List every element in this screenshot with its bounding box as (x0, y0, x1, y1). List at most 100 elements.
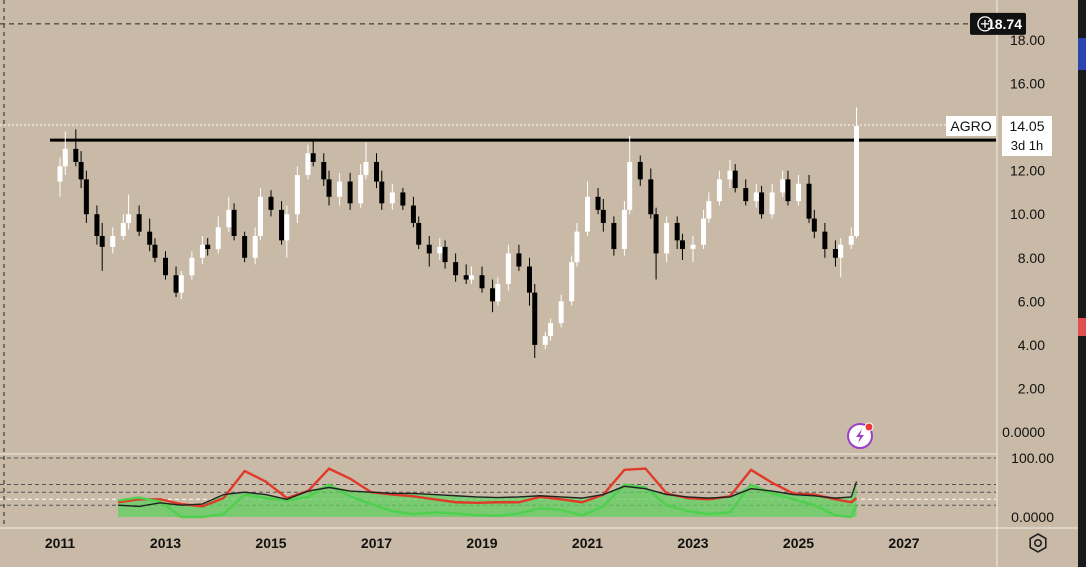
candle (78, 151, 84, 189)
candle (532, 283, 538, 358)
candle (379, 170, 385, 210)
candle (347, 172, 353, 210)
symbol-price-tag[interactable]: AGRO 14.05 3d 1h (946, 116, 1052, 157)
candle-body (505, 253, 511, 284)
candle (205, 238, 211, 256)
candle-body (337, 181, 343, 197)
candle (62, 131, 68, 176)
candle-body (257, 196, 263, 236)
candle-body (463, 275, 469, 280)
right-toolbar-strip (1078, 0, 1086, 567)
candle (468, 266, 474, 284)
candle (716, 170, 722, 206)
oscillator-tick-label: 100.00 (1011, 450, 1054, 466)
candle (110, 227, 116, 254)
candle-body (231, 209, 237, 236)
candle (337, 172, 343, 206)
candle-body (838, 244, 844, 258)
candle (410, 196, 416, 228)
candle-body (453, 262, 459, 276)
candle-body (848, 236, 854, 245)
candle (558, 294, 564, 328)
candle-body (310, 153, 316, 162)
oscillator-fill-area (118, 481, 857, 517)
price-label: 14.05 (1009, 118, 1044, 134)
candle (769, 183, 775, 219)
candle-body (468, 275, 474, 280)
candle-body (648, 179, 654, 215)
time-tick-label: 2021 (572, 535, 603, 551)
candle-body (595, 196, 601, 210)
price-tick-label: 2.00 (1018, 380, 1045, 396)
candle (648, 168, 654, 219)
time-tick-label: 2027 (888, 535, 919, 551)
plus-circle-icon[interactable] (977, 16, 993, 32)
price-label-box (1002, 116, 1052, 157)
candle-body (611, 222, 617, 250)
candle-body (57, 166, 63, 182)
candle (94, 205, 100, 245)
price-pane[interactable] (0, 23, 996, 358)
candle-body (126, 214, 132, 223)
candle-body (585, 196, 590, 232)
candle (57, 157, 63, 197)
candle (199, 236, 205, 265)
oscillator-line (117, 481, 858, 508)
candle-body (163, 257, 168, 276)
gear-icon[interactable] (1029, 533, 1047, 553)
oscillator-pane[interactable] (0, 457, 996, 519)
candle-body (600, 209, 606, 223)
candle-body (252, 236, 258, 258)
candle (389, 183, 395, 210)
candle-body (284, 214, 290, 241)
time-axis[interactable]: 2011 2013 2015 2017 2019 2021 2023 2025 2027 (45, 535, 920, 551)
candle (679, 233, 685, 260)
candle (374, 153, 379, 189)
price-tick-label: 10.00 (1010, 206, 1045, 222)
candle (453, 253, 459, 282)
candle-body (437, 246, 443, 254)
candle-body (400, 192, 406, 206)
price-tick-label: 0.0000 (1002, 424, 1045, 440)
countdown-label: 3d 1h (1011, 138, 1044, 153)
candle-body (854, 126, 860, 236)
candle-body (326, 179, 332, 197)
candle (690, 236, 696, 263)
price-tick-label: 6.00 (1018, 293, 1045, 309)
candle-body (727, 170, 733, 180)
candle-body (732, 170, 738, 189)
time-tick-label: 2025 (783, 535, 814, 551)
crosshair-badge[interactable]: 18.74 (970, 12, 1026, 35)
candle (653, 207, 659, 280)
candle (585, 181, 590, 236)
candle (463, 264, 469, 284)
candles (57, 107, 860, 358)
candle (753, 183, 759, 208)
bolt-alert-icon[interactable] (847, 422, 874, 449)
candle-body (374, 161, 379, 182)
candle-body (199, 244, 205, 258)
oscillator-axis[interactable]: 100.00 0.0000 (1011, 450, 1054, 525)
candle-body (189, 257, 195, 276)
candle (426, 236, 432, 267)
candle (796, 175, 801, 206)
candle-body (83, 179, 89, 215)
candle (252, 227, 258, 265)
candle (242, 231, 248, 263)
candle (321, 153, 327, 186)
candle (548, 318, 554, 341)
candle-body (532, 292, 538, 345)
candle-body (120, 222, 126, 236)
candle-body (832, 249, 838, 258)
crosshair-badge-bg (970, 12, 1026, 35)
candle (848, 227, 854, 250)
candle-body (205, 244, 211, 250)
candle (542, 331, 548, 350)
time-tick-label: 2011 (45, 535, 76, 551)
candle-body (759, 192, 765, 215)
candle-body (358, 175, 364, 204)
candle (706, 192, 712, 223)
candle-body (558, 301, 564, 324)
candle (437, 238, 443, 260)
